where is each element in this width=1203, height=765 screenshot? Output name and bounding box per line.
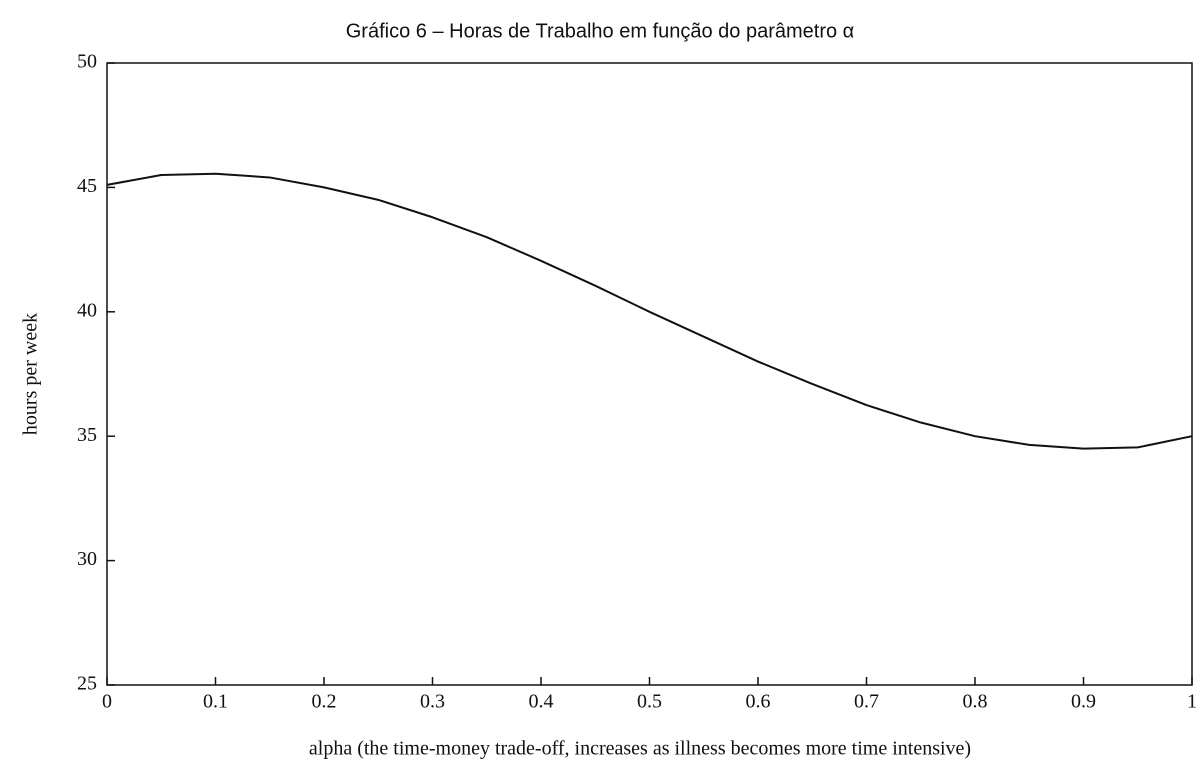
y-axis-label: hours per week	[20, 313, 42, 435]
x-tick-label: 1	[1187, 691, 1197, 713]
y-tick-label: 35	[77, 424, 97, 446]
y-tick-label: 50	[77, 51, 97, 73]
x-tick-label: 0.8	[963, 691, 988, 713]
x-tick-label: 0	[102, 691, 112, 713]
y-tick-label: 45	[77, 175, 97, 197]
x-tick-label: 0.1	[203, 691, 228, 713]
y-tick-label: 40	[77, 299, 97, 321]
x-tick-label: 0.4	[529, 691, 554, 713]
x-tick-label: 0.2	[312, 691, 337, 713]
y-tick-label: 25	[77, 673, 97, 695]
x-tick-label: 0.9	[1071, 691, 1096, 713]
x-tick-label: 0.5	[637, 691, 662, 713]
chart-title: Gráfico 6 – Horas de Trabalho em função …	[346, 20, 855, 42]
x-axis-label: alpha (the time-money trade-off, increas…	[309, 738, 971, 760]
plot-frame	[106, 62, 1193, 686]
y-tick-label: 30	[77, 548, 97, 570]
line-series	[106, 172, 1193, 450]
x-tick-label: 0.6	[746, 691, 771, 713]
x-tick-label: 0.3	[420, 691, 445, 713]
x-tick-label: 0.7	[854, 691, 879, 713]
